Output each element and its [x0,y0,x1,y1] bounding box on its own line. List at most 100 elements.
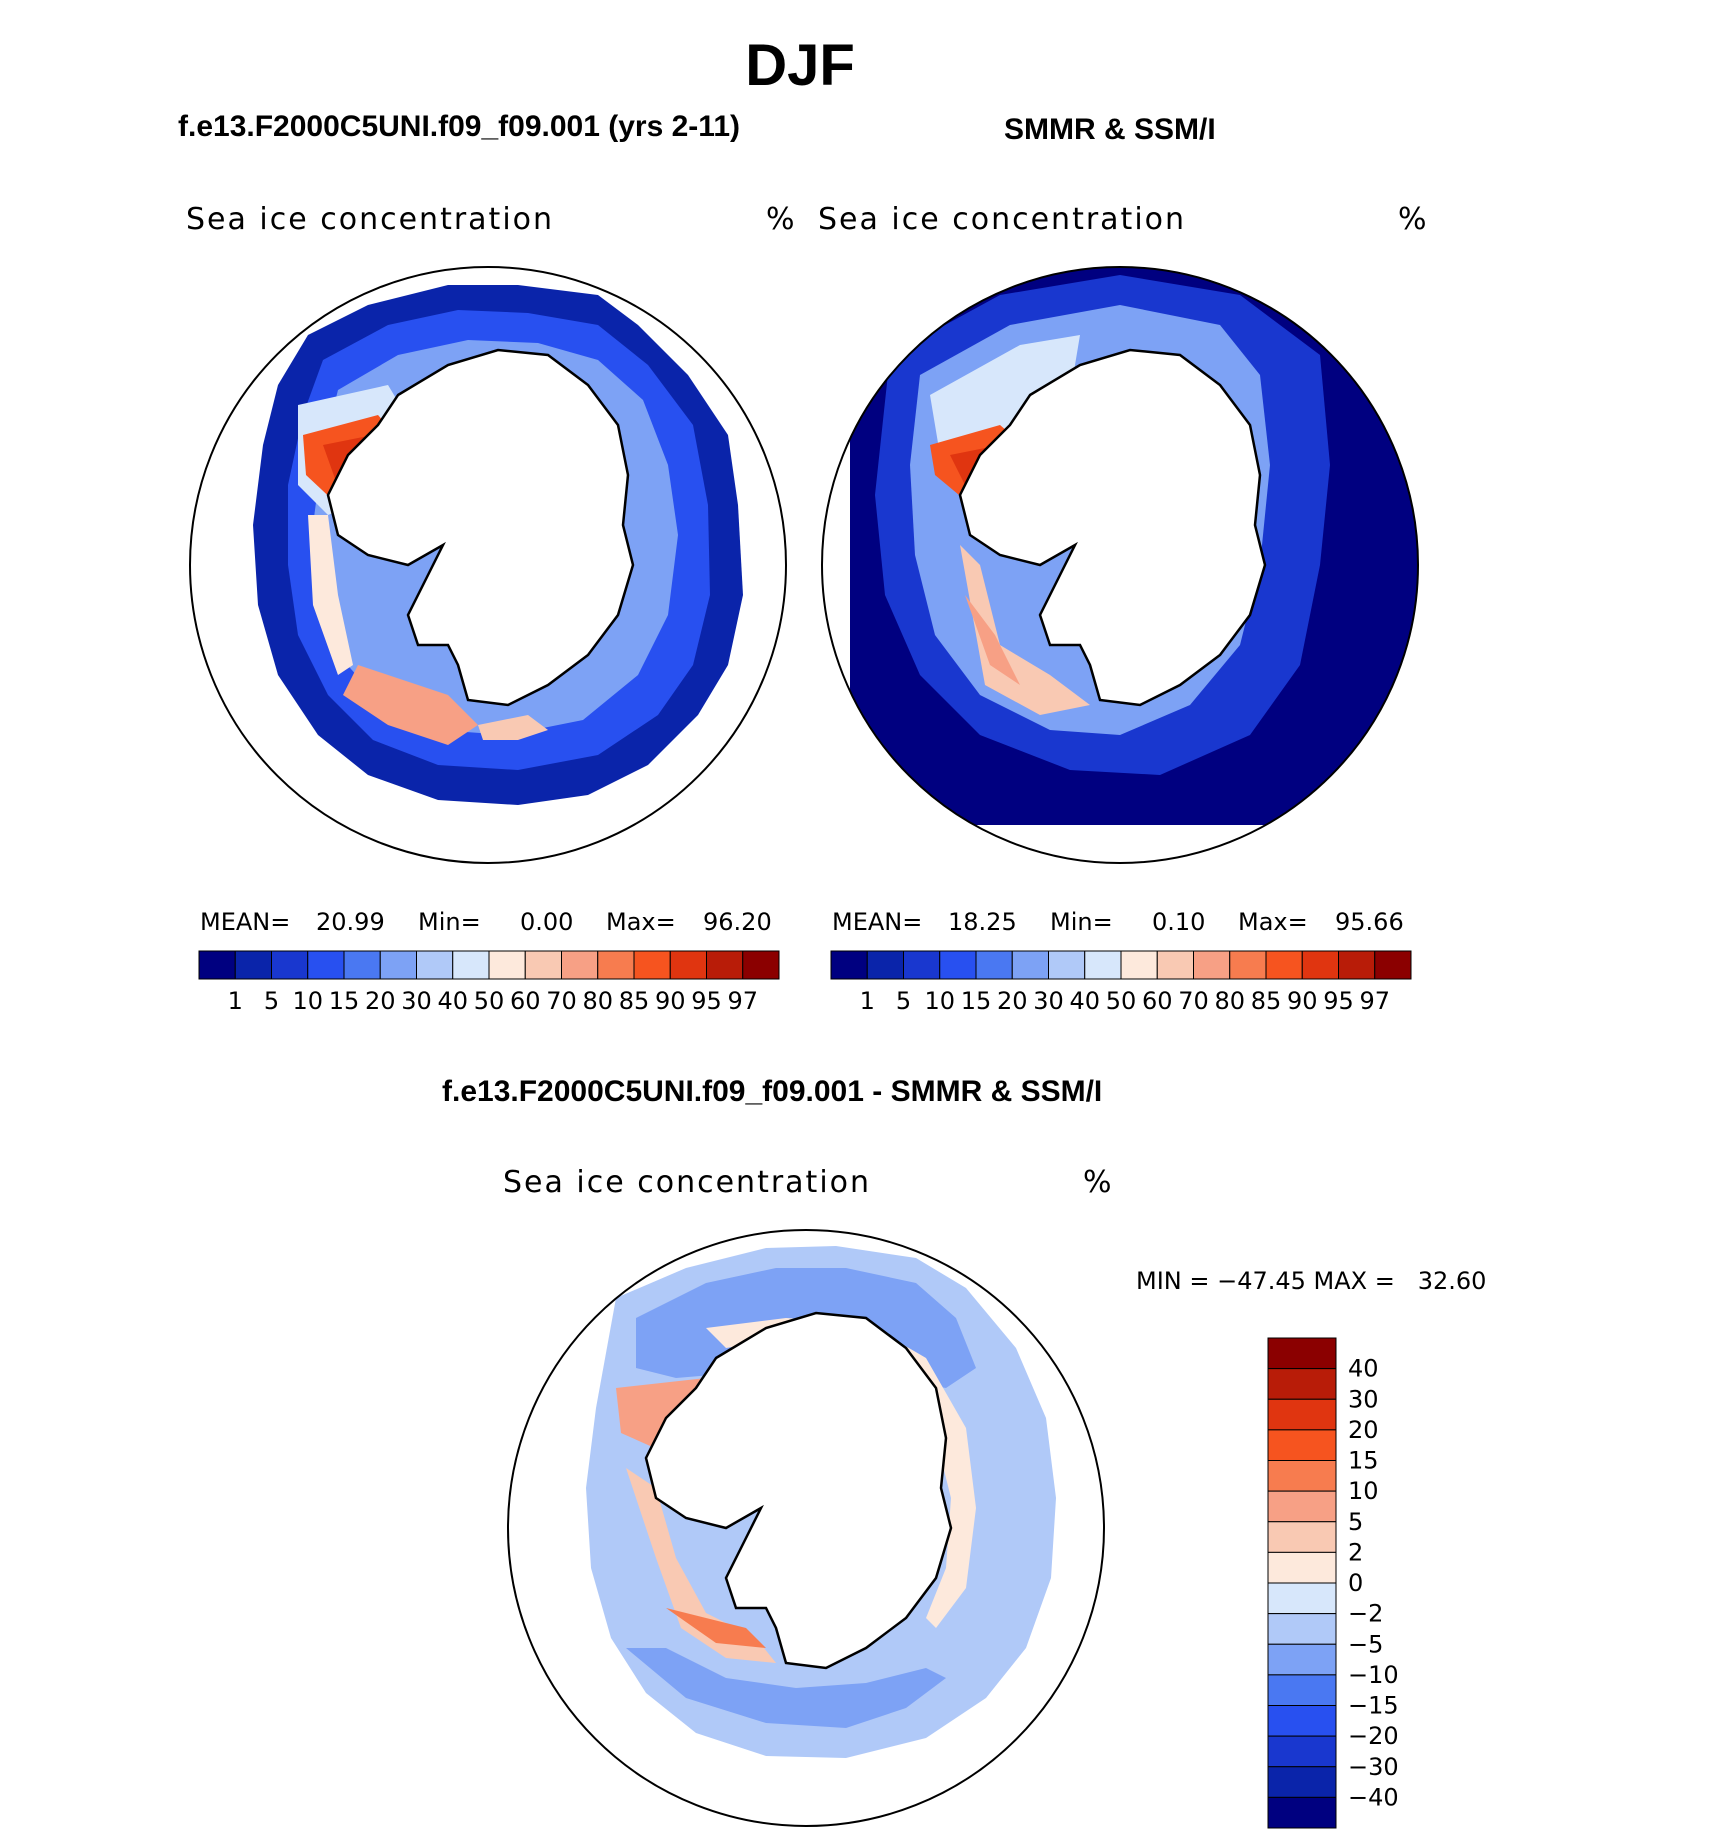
obs-colorbar-tick: 5 [896,987,911,1015]
diff-colorbar-swatch [1267,1337,1337,1370]
model-colorbar-swatch [742,950,780,980]
obs-colorbar-swatch [1048,950,1086,980]
model-colorbar-swatch [561,950,599,980]
diff-colorbar-swatch [1267,1613,1337,1645]
obs-colorbar-tick: 40 [1069,987,1100,1015]
obs-colorbar-swatch [1156,950,1194,980]
diff-colorbar-tick: −20 [1348,1722,1399,1750]
model-panel-title: f.e13.F2000C5UNI.f09_f09.001 (yrs 2-11) [178,110,741,143]
diff-colorbar-tick: 2 [1348,1538,1363,1566]
diff-colorbar-tick: 40 [1348,1355,1379,1383]
diff-colorbar-swatch [1267,1643,1337,1676]
model-colorbar-swatch [307,950,345,980]
model-colorbar-swatch [379,950,417,980]
obs-colorbar-swatch [830,950,868,980]
obs-panel-title: SMMR & SSM/I [1004,113,1216,146]
obs-colorbar-tick: 95 [1323,987,1354,1015]
obs-colorbar-tick: 20 [997,987,1028,1015]
model-min-value: 0.00 [520,908,574,936]
obs-colorbar-swatch [1193,950,1231,980]
obs-colorbar-tick: 15 [961,987,992,1015]
model-field-label: Sea ice concentration [186,202,555,237]
model-colorbar-tick: 85 [619,987,650,1015]
diff-ice-ross-high [666,1608,766,1648]
model-colorbar-swatch [633,950,671,980]
diff-colorbar-tick: 0 [1348,1569,1363,1597]
model-colorbar-swatch [488,950,526,980]
obs-colorbar-tick: 30 [1033,987,1064,1015]
model-ice-east [478,715,548,740]
diff-colorbar-swatch [1267,1796,1337,1829]
diff-colorbar-swatch [1267,1674,1337,1706]
obs-colorbar-swatch [1265,950,1303,980]
diff-panel-title: f.e13.F2000C5UNI.f09_f09.001 - SMMR & SS… [442,1075,1103,1108]
obs-colorbar-tick: 60 [1142,987,1173,1015]
obs-max-label: Max= [1238,908,1308,936]
model-colorbar-swatch [234,950,272,980]
obs-ice-ross-core [965,595,1020,685]
model-mean-value: 20.99 [316,908,385,936]
model-colorbar-tick: 60 [510,987,541,1015]
obs-mean-value: 18.25 [948,908,1017,936]
diff-colorbar-tick: −10 [1348,1661,1399,1689]
diff-colorbar-swatch [1267,1766,1337,1798]
model-colorbar-swatch [343,950,381,980]
obs-colorbar-swatch [1338,950,1376,980]
diff-colorbar-swatch [1267,1551,1337,1584]
diff-map [507,1229,1105,1827]
model-colorbar: 1 5 10 15 20 30 40 50 60 70 80 85 90 95 97 [198,950,780,1015]
diff-colorbar-swatch [1267,1735,1337,1768]
obs-colorbar: 1 5 10 15 20 30 40 50 60 70 80 85 90 95 97 [830,950,1412,1015]
model-colorbar-tick: 30 [401,987,432,1015]
obs-min-value: 0.10 [1152,908,1206,936]
obs-colorbar-tick: 70 [1178,987,1209,1015]
diff-colorbar-tick: −30 [1348,1753,1399,1781]
diff-colorbar-tick: 10 [1348,1477,1379,1505]
model-colorbar-swatch [271,950,309,980]
model-antarctica [326,348,635,707]
obs-colorbar-swatch [975,950,1013,980]
obs-colorbar-tick: 50 [1106,987,1137,1015]
diff-colorbar-swatch [1267,1705,1337,1737]
model-colorbar-tick: 97 [727,987,758,1015]
diff-colorbar-tick: 20 [1348,1416,1379,1444]
diff-colorbar-swatch [1267,1429,1337,1461]
diff-field-label: Sea ice concentration [503,1165,872,1200]
model-max-label: Max= [606,908,676,936]
model-colorbar-tick: 95 [691,987,722,1015]
obs-colorbar-swatch [866,950,904,980]
model-colorbar-swatch [706,950,744,980]
obs-colorbar-tick: 97 [1359,987,1390,1015]
diff-units-label: % [1083,1165,1114,1200]
obs-colorbar-swatch [939,950,977,980]
obs-max-value: 95.66 [1335,908,1404,936]
model-colorbar-swatch [669,950,707,980]
diff-colorbar-tick: −15 [1348,1692,1399,1720]
model-colorbar-tick: 15 [329,987,360,1015]
model-colorbar-tick: 1 [228,987,243,1015]
diff-colorbar-tick: −40 [1348,1783,1399,1811]
model-colorbar-tick: 80 [582,987,613,1015]
obs-colorbar-swatch [903,950,941,980]
diff-colorbar-swatch [1267,1460,1337,1492]
obs-colorbar-swatch [1120,950,1158,980]
obs-colorbar-tick: 80 [1214,987,1245,1015]
obs-colorbar-swatch [1374,950,1412,980]
diff-colorbar-tick: −2 [1348,1600,1383,1628]
obs-colorbar-swatch [1229,950,1267,980]
model-colorbar-tick: 50 [474,987,505,1015]
diff-colorbar-swatch [1267,1368,1337,1400]
obs-map [821,266,1419,864]
model-max-value: 96.20 [703,908,772,936]
obs-antarctica [958,348,1267,707]
model-colorbar-swatch [452,950,490,980]
model-map [189,266,787,864]
obs-colorbar-swatch [1011,950,1049,980]
diff-ice-ring [706,1318,976,1628]
model-min-label: Min= [418,908,481,936]
model-colorbar-tick: 70 [546,987,577,1015]
model-colorbar-tick: 10 [292,987,323,1015]
diff-colorbar-swatch [1267,1582,1337,1615]
diff-colorbar-swatch [1267,1521,1337,1553]
